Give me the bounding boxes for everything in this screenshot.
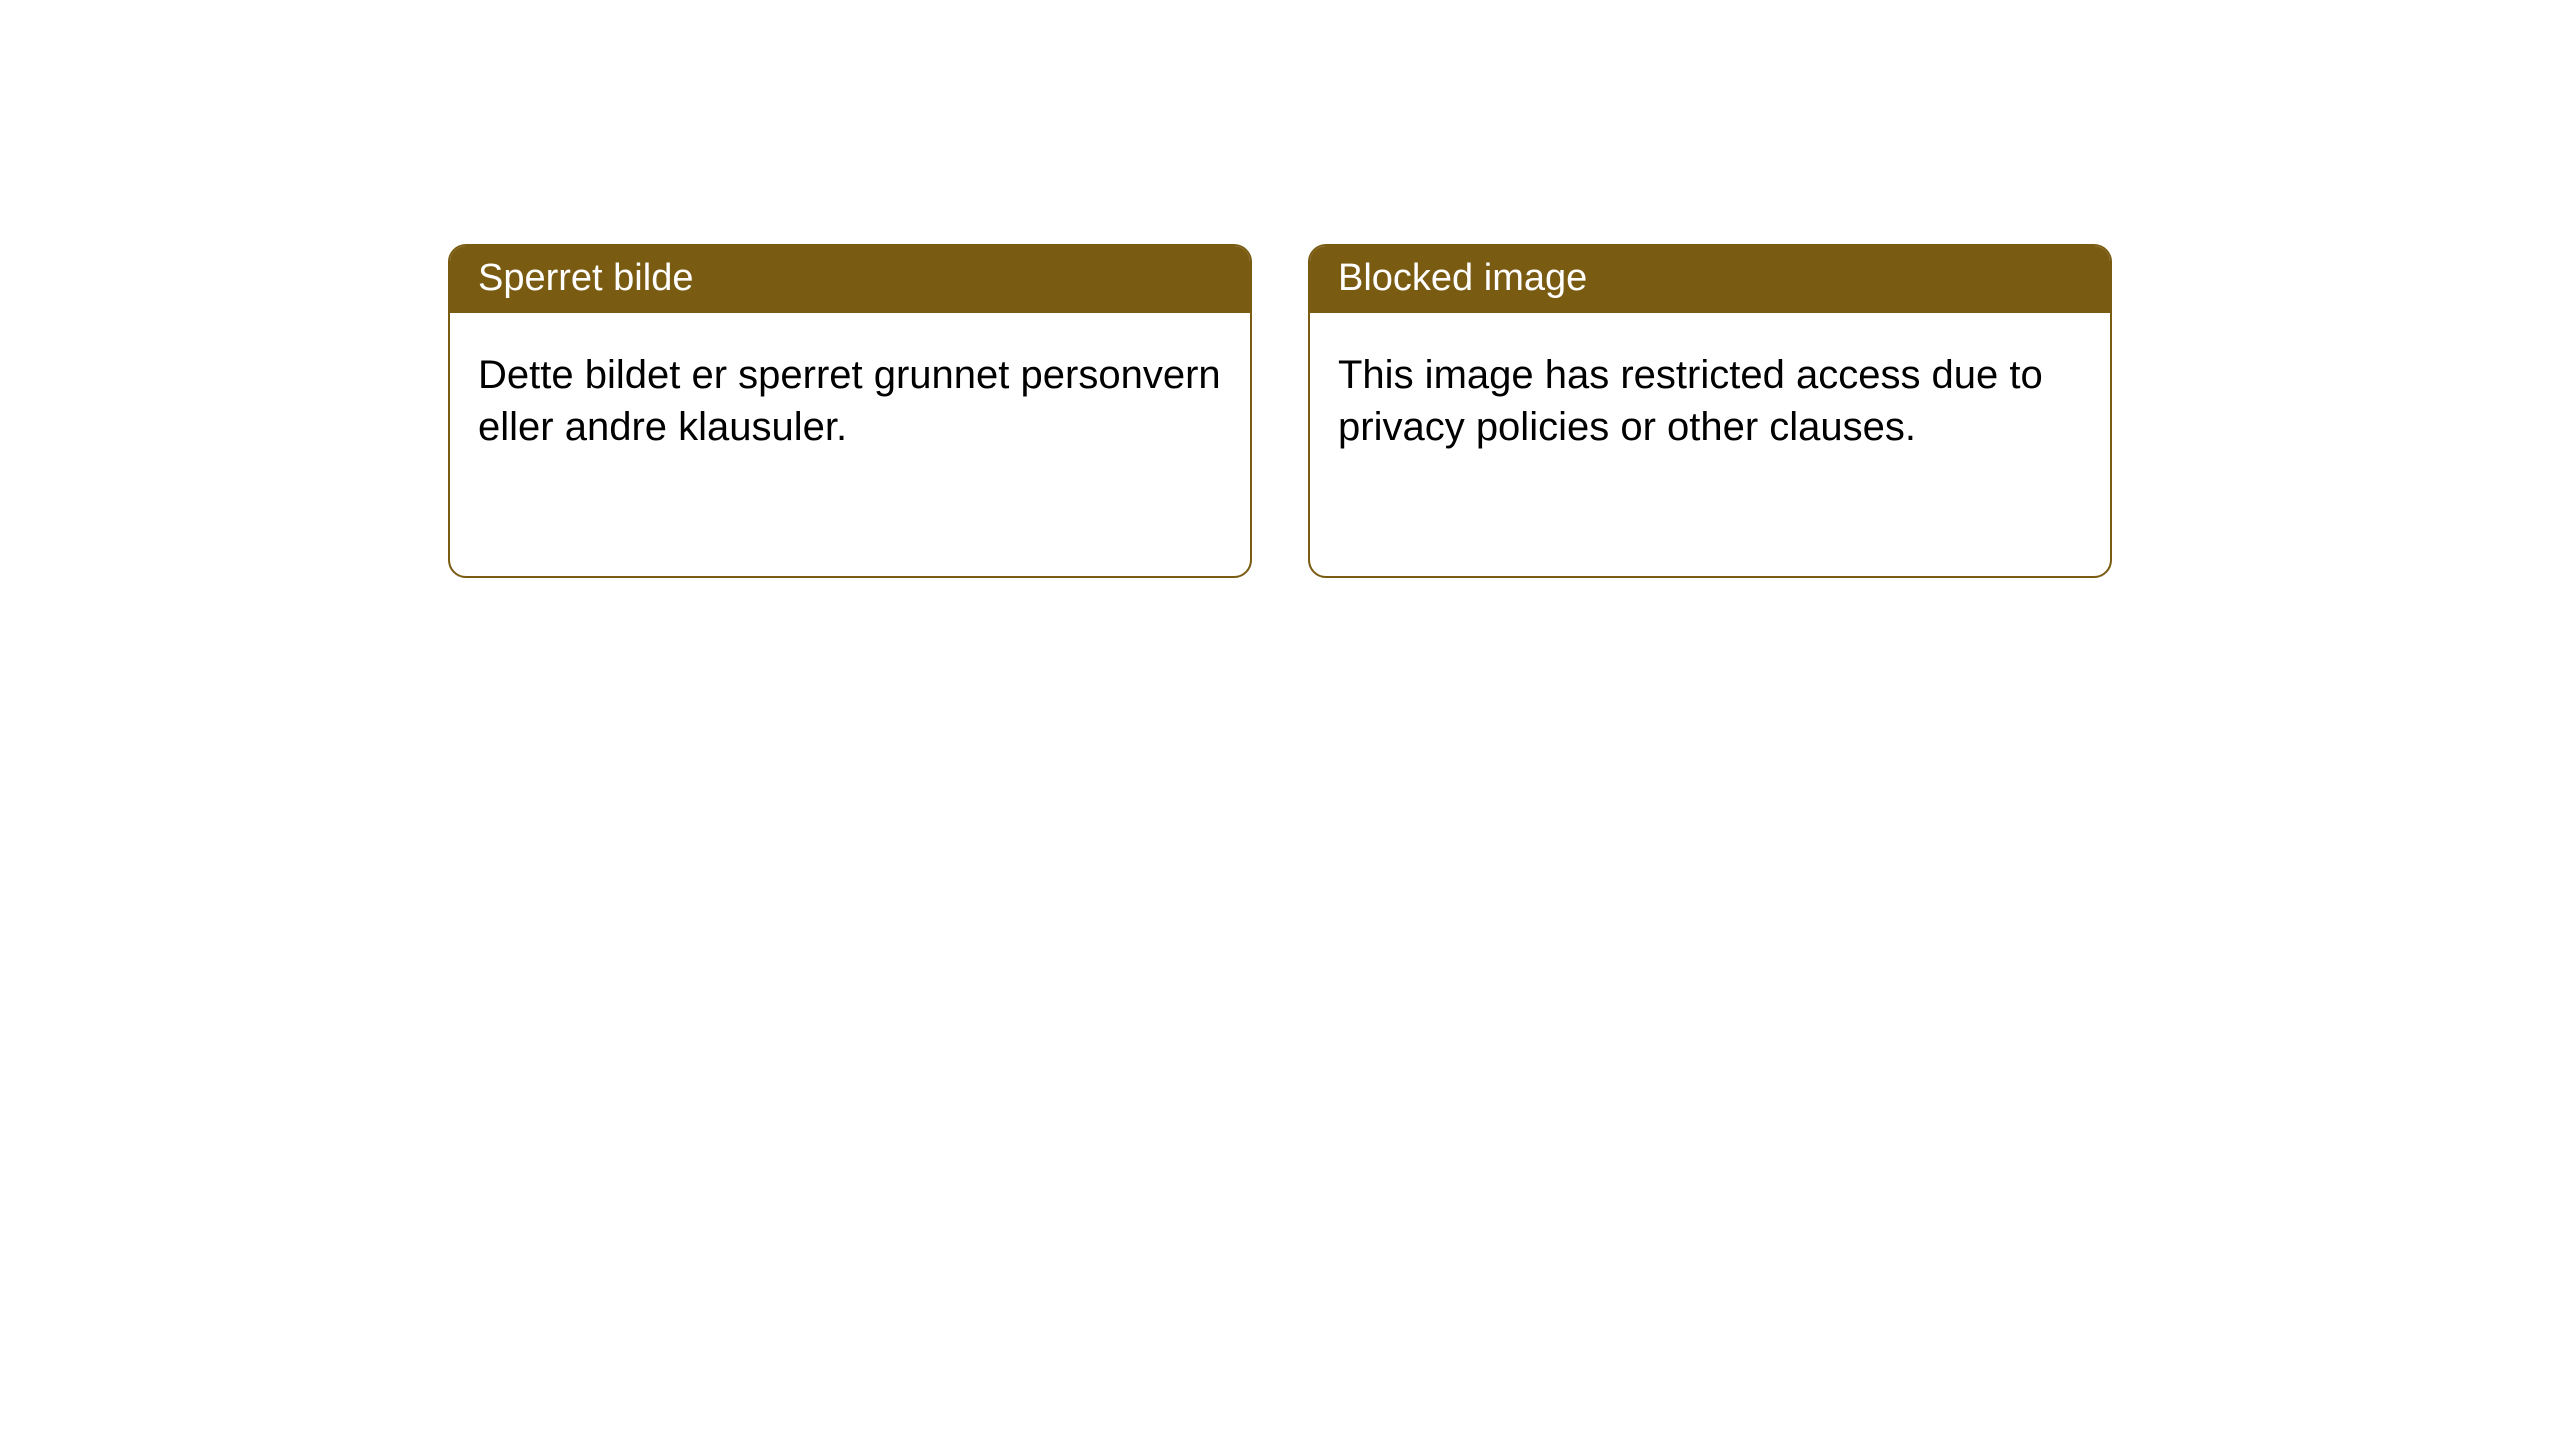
blocked-image-card-norwegian: Sperret bilde Dette bildet er sperret gr… — [448, 244, 1252, 578]
card-body-norwegian: Dette bildet er sperret grunnet personve… — [450, 313, 1250, 481]
card-title-norwegian: Sperret bilde — [450, 246, 1250, 313]
blocked-image-card-english: Blocked image This image has restricted … — [1308, 244, 2112, 578]
notice-card-container: Sperret bilde Dette bildet er sperret gr… — [0, 0, 2560, 578]
card-body-english: This image has restricted access due to … — [1310, 313, 2110, 481]
card-title-english: Blocked image — [1310, 246, 2110, 313]
